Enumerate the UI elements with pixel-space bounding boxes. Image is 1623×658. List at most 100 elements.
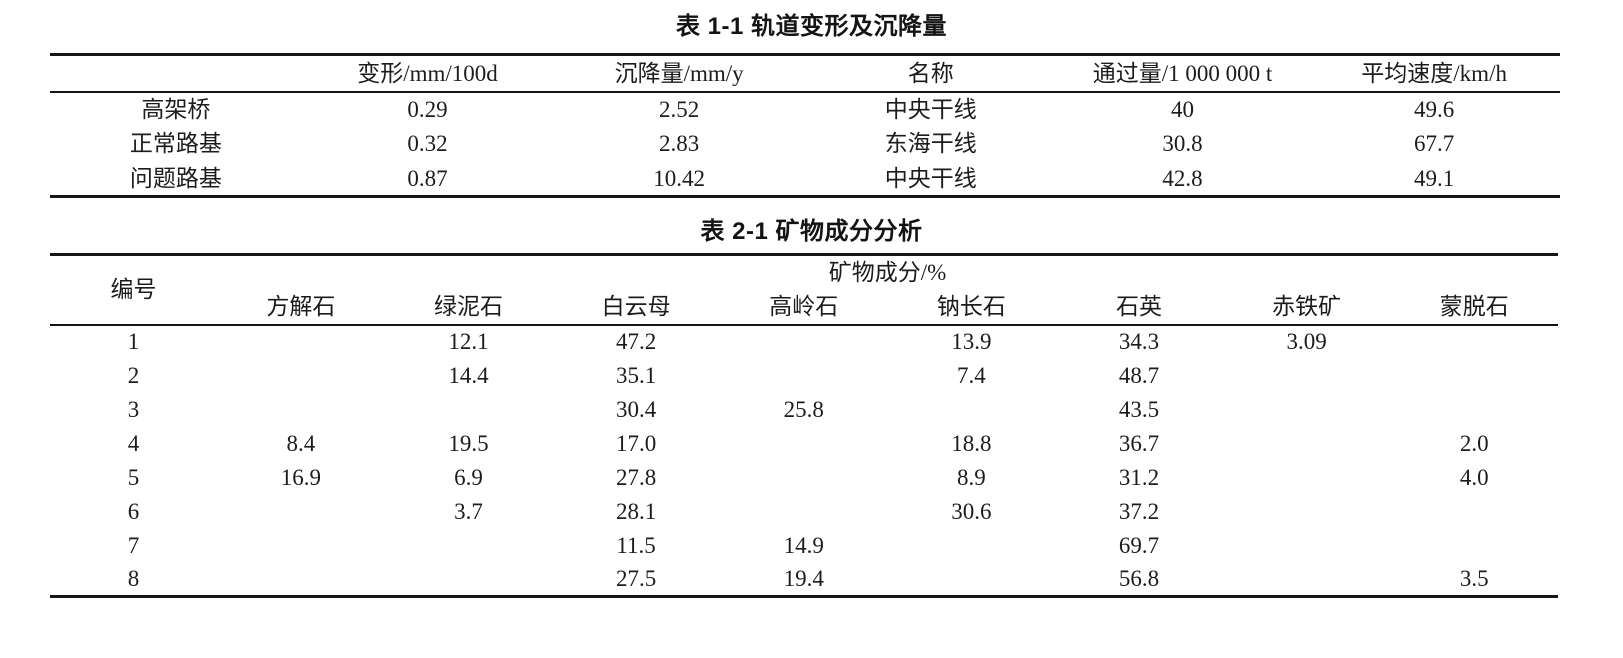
table-cell [385, 393, 553, 427]
table1-header-settlement: 沉降量/mm/y [614, 60, 744, 86]
table-cell [1390, 359, 1558, 393]
table-row: 1 12.1 47.2 13.9 34.3 3.09 [50, 325, 1558, 359]
row-id: 4 [127, 430, 140, 456]
table-cell [1390, 393, 1558, 427]
table1-header-blank [50, 55, 302, 92]
table-cell: 12.1 [448, 329, 489, 355]
table-cell: 34.3 [1118, 329, 1160, 355]
table-cell: 7.4 [956, 362, 986, 388]
table-cell [217, 393, 385, 427]
table-cell: 69.7 [1118, 532, 1160, 558]
table-cell [217, 563, 385, 597]
row-id: 2 [127, 362, 140, 388]
table1-header-deformation: 变形/mm/100d [357, 60, 498, 86]
table-cell [1223, 427, 1391, 461]
table-cell [385, 563, 553, 597]
table-cell: 8.9 [956, 464, 986, 490]
mineral-composition-table: 编号 矿物成分/% 方解石 绿泥石 白云母 高岭石 钠长石 石英 赤铁矿 蒙脱石… [50, 253, 1558, 598]
table-cell: 37.2 [1118, 498, 1160, 524]
table-cell: 18.8 [951, 430, 992, 456]
table-cell [1390, 325, 1558, 359]
table2-group-header-row: 编号 矿物成分/% [50, 255, 1558, 302]
row-id: 5 [127, 464, 140, 490]
table-cell [1390, 529, 1558, 563]
row-id: 6 [127, 498, 140, 524]
table-cell [1390, 495, 1558, 529]
table-cell: 28.1 [615, 498, 657, 524]
table-cell: 2.83 [659, 131, 700, 157]
table1-header-avg-speed: 平均速度/km/h [1361, 60, 1507, 86]
table-cell: 47.2 [615, 329, 657, 355]
table2-header-calcite: 方解石 [266, 293, 336, 319]
table-cell [720, 427, 888, 461]
table-cell: 36.7 [1118, 430, 1160, 456]
table-row: 4 8.4 19.5 17.0 18.8 36.7 2.0 [50, 427, 1558, 461]
table-cell: 48.7 [1118, 362, 1160, 388]
table-cell: 2.0 [1459, 430, 1489, 456]
table-row: 高架桥 0.29 2.52 中央干线 40 49.6 [50, 92, 1560, 127]
table-cell: 11.5 [616, 532, 656, 558]
table1-header-row: 变形/mm/100d 沉降量/mm/y 名称 通过量/1 000 000 t 平… [50, 55, 1560, 92]
table-cell: 中央干线 [884, 165, 977, 191]
table-cell [888, 563, 1056, 597]
table-cell: 0.87 [407, 165, 448, 191]
table-cell: 19.4 [783, 566, 824, 592]
table2-header-id: 编号 [110, 277, 157, 303]
table-cell: 14.9 [783, 532, 824, 558]
table-cell [1223, 563, 1391, 597]
table-row: 正常路基 0.32 2.83 东海干线 30.8 67.7 [50, 127, 1560, 162]
table2-header-montmorillonite: 蒙脱石 [1439, 293, 1509, 319]
table1-header: 变形/mm/100d 沉降量/mm/y 名称 通过量/1 000 000 t 平… [50, 55, 1560, 92]
table-cell [720, 495, 888, 529]
table-cell: 25.8 [783, 396, 824, 422]
table-cell: 2.52 [659, 96, 700, 122]
table2-header-kaolinite: 高岭石 [769, 293, 839, 319]
table-cell [1223, 359, 1391, 393]
row-label: 正常路基 [129, 131, 222, 157]
table-cell: 16.9 [280, 464, 321, 490]
table-cell [1223, 461, 1391, 495]
table1-header-name: 名称 [907, 60, 954, 86]
table2-header-group: 矿物成分/% [828, 260, 947, 286]
table-cell [1223, 529, 1391, 563]
table-cell: 19.5 [448, 430, 489, 456]
table-cell: 3.5 [1459, 566, 1489, 592]
row-label: 问题路基 [129, 165, 222, 191]
table-cell [720, 461, 888, 495]
table-cell: 40 [1170, 96, 1194, 122]
table-row: 3 30.4 25.8 43.5 [50, 393, 1558, 427]
table-cell: 27.5 [615, 566, 657, 592]
table-cell: 49.1 [1414, 165, 1455, 191]
table2-title: 表 2-1 矿物成分分析 [700, 218, 923, 245]
row-id: 7 [127, 532, 140, 558]
table-cell: 35.1 [615, 362, 657, 388]
table-row: 6 3.7 28.1 30.6 37.2 [50, 495, 1558, 529]
table-cell [217, 325, 385, 359]
table-cell: 中央干线 [884, 96, 977, 122]
table-cell: 0.32 [407, 131, 448, 157]
table2-header: 编号 矿物成分/% 方解石 绿泥石 白云母 高岭石 钠长石 石英 赤铁矿 蒙脱石 [50, 255, 1558, 325]
table1-title: 表 1-1 轨道变形及沉降量 [675, 13, 948, 40]
table-cell: 43.5 [1118, 396, 1160, 422]
table-row: 问题路基 0.87 10.42 中央干线 42.8 49.1 [50, 162, 1560, 197]
track-deformation-table: 变形/mm/100d 沉降量/mm/y 名称 通过量/1 000 000 t 平… [50, 53, 1560, 198]
table2-minerals-header-row: 方解石 绿泥石 白云母 高岭石 钠长石 石英 赤铁矿 蒙脱石 [50, 290, 1558, 325]
table2-header-quartz: 石英 [1115, 293, 1162, 319]
table-cell: 27.8 [615, 464, 657, 490]
table-cell: 49.6 [1414, 96, 1455, 122]
table-cell [1223, 495, 1391, 529]
table-cell: 56.8 [1118, 566, 1160, 592]
table2-header-chlorite: 绿泥石 [433, 293, 503, 319]
row-id: 3 [127, 396, 140, 422]
table-cell [385, 529, 553, 563]
table-cell: 0.29 [407, 96, 448, 122]
table-cell [217, 495, 385, 529]
table-cell: 8.4 [286, 430, 316, 456]
table-cell: 30.8 [1162, 131, 1203, 157]
row-id: 8 [127, 566, 140, 592]
row-label: 高架桥 [141, 96, 211, 122]
table-cell [888, 393, 1056, 427]
table-cell: 4.0 [1459, 464, 1489, 490]
table-cell: 17.0 [615, 430, 657, 456]
